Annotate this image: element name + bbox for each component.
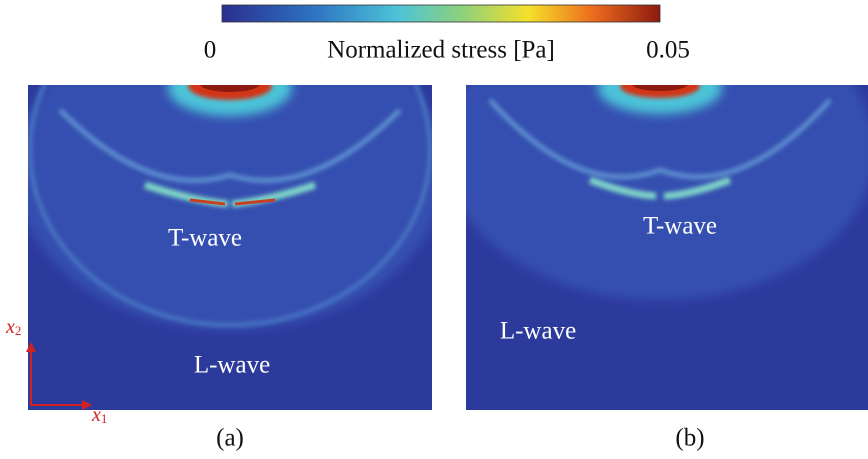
panel-caption: (b) — [675, 425, 704, 452]
x2-label: x2 — [5, 316, 21, 338]
x2-symbol: x — [5, 316, 15, 338]
colorbar — [222, 5, 660, 22]
l-wave-label: L-wave — [500, 318, 576, 345]
t-wave-label: T-wave — [643, 213, 717, 240]
x1-subscript: 1 — [101, 411, 108, 426]
l-wave-label: L-wave — [194, 352, 270, 379]
panel-caption: (a) — [216, 425, 244, 452]
x2-subscript: 2 — [15, 323, 22, 338]
colorbar-label: Normalized stress [Pa] — [327, 37, 555, 64]
t-wave-label: T-wave — [168, 225, 242, 252]
figure: 0 Normalized stress [Pa] 0.05 T-wave L-w… — [0, 0, 868, 459]
x1-symbol: x — [91, 404, 101, 426]
colorbar-min: 0 — [204, 37, 217, 64]
colorbar-max: 0.05 — [646, 37, 690, 64]
